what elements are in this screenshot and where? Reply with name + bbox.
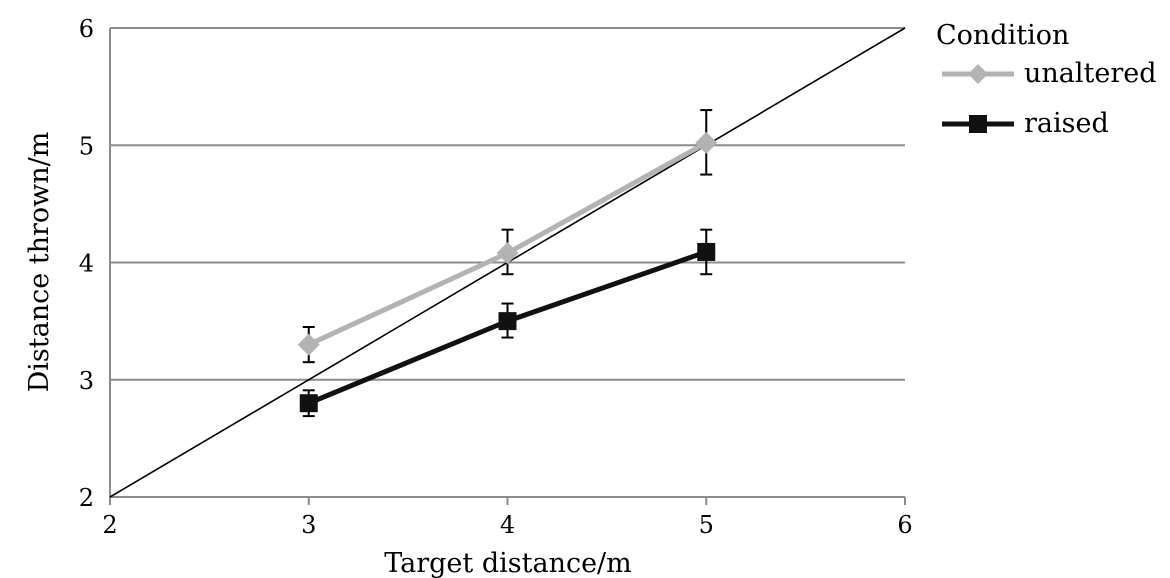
data-point-raised (498, 312, 517, 331)
x-tick-label: 4 (500, 511, 515, 539)
data-point-raised (697, 242, 716, 261)
data-point-unaltered (297, 333, 320, 356)
legend-title: Condition (936, 20, 1069, 51)
legend-label: unaltered (1024, 58, 1157, 89)
legend-item-raised: raised (942, 108, 1109, 139)
axes (109, 28, 906, 505)
series-unaltered (297, 109, 718, 364)
legend-label: raised (1024, 108, 1109, 139)
legend: Condition unaltered raised (936, 20, 1157, 139)
y-tick-label: 6 (79, 15, 94, 43)
series-group (297, 109, 718, 418)
tick-labels: 2 3 4 5 6 2 3 4 5 6 (79, 15, 913, 539)
x-tick-label: 5 (699, 511, 714, 539)
y-tick-label: 4 (79, 250, 94, 278)
y-axis-title: Distance thrown/m (24, 132, 55, 393)
x-tick-label: 6 (897, 511, 912, 539)
y-tick-label: 5 (79, 132, 94, 160)
x-tick-label: 2 (102, 511, 117, 539)
legend-item-unaltered: unaltered (942, 58, 1157, 89)
legend-swatch-marker (969, 115, 987, 133)
x-tick-label: 3 (301, 511, 316, 539)
x-axis-title: Target distance/m (384, 548, 632, 578)
data-point-raised (299, 394, 318, 413)
series-raised (299, 228, 716, 418)
legend-swatch-marker (968, 64, 988, 84)
y-tick-label: 3 (79, 367, 94, 395)
data-point-unaltered (695, 131, 718, 154)
y-tick-label: 2 (79, 484, 94, 512)
data-point-unaltered (496, 242, 519, 265)
